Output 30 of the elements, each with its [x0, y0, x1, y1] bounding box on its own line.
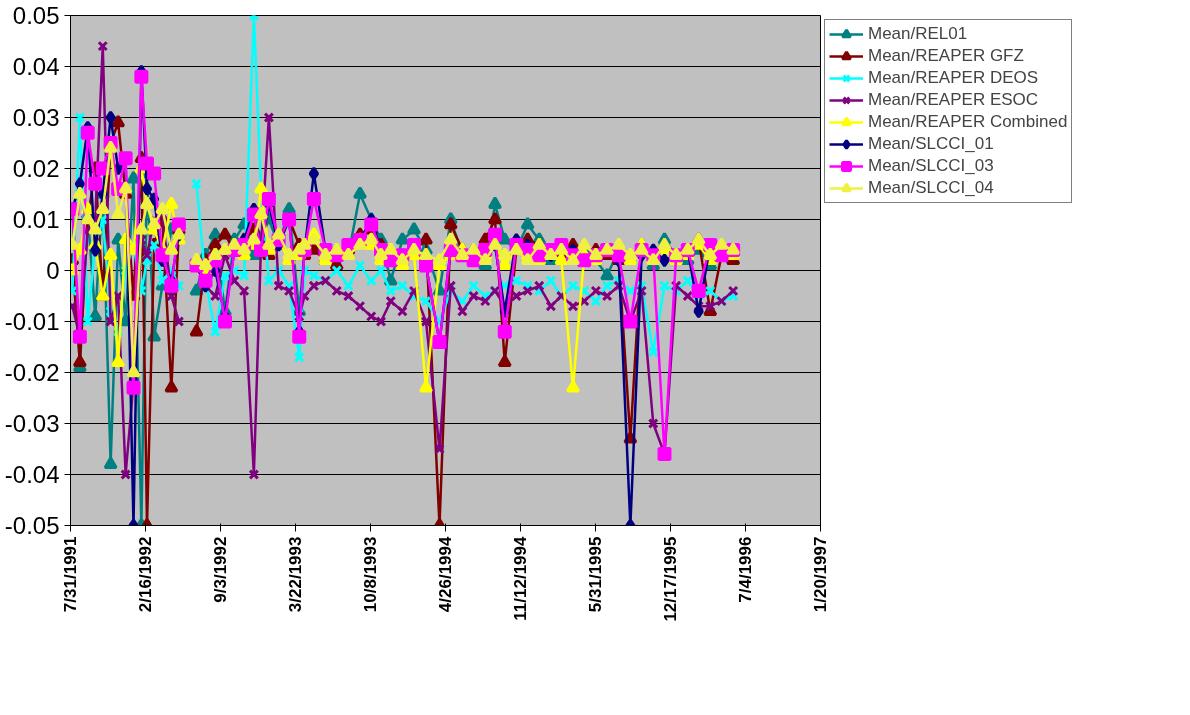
y-tick-label: -0.03 — [4, 410, 60, 437]
y-tick-label: -0.04 — [4, 461, 60, 488]
legend-label: Mean/REL01 — [868, 24, 968, 44]
y-tick-label: -0.05 — [4, 512, 60, 539]
legend-label: Mean/SLCCI_04 — [868, 178, 994, 198]
y-tick-label: 0.02 — [12, 155, 60, 182]
x-tick-label: 5/31/1995 — [586, 536, 605, 613]
legend-label: Mean/REAPER DEOS — [868, 68, 1039, 88]
x-tick-label: 9/3/1992 — [211, 536, 230, 603]
y-tick-label: -0.02 — [4, 359, 60, 386]
legend-label: Mean/REAPER GFZ — [868, 46, 1024, 66]
x-tick-label: 2/16/1992 — [136, 536, 155, 613]
x-tick-label: 7/31/1991 — [61, 536, 80, 613]
x-tick-label: 3/22/1993 — [286, 536, 305, 613]
x-tick-label: 1/20/1997 — [811, 536, 830, 613]
x-tick-label: 10/8/1993 — [361, 536, 380, 613]
y-tick-label: -0.01 — [4, 308, 60, 335]
x-tick-label: 11/12/1994 — [511, 535, 530, 621]
legend-label: Mean/REAPER Combined — [868, 112, 1068, 132]
legend-label: Mean/REAPER ESOC — [868, 90, 1039, 110]
y-tick-label: 0.04 — [12, 53, 60, 80]
y-tick-label: 0.03 — [12, 104, 60, 131]
x-tick-label: 7/4/1996 — [736, 536, 755, 603]
y-tick-label: 0.01 — [12, 206, 60, 233]
x-tick-label: 12/17/1995 — [661, 536, 680, 622]
y-tick-label: 0.05 — [12, 2, 60, 29]
x-tick-label: 4/26/1994 — [436, 535, 455, 613]
legend-label: Mean/SLCCI_03 — [868, 156, 994, 176]
legend-label: Mean/SLCCI_01 — [868, 134, 994, 154]
y-tick-label: 0 — [46, 257, 60, 284]
